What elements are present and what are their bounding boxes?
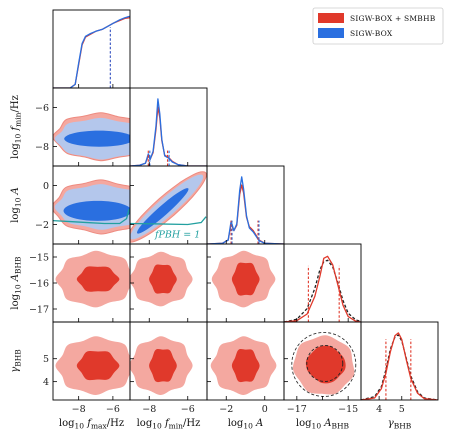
contour-red-inner-group <box>149 264 177 294</box>
marginal-gBHB-red-group <box>361 332 438 400</box>
contour-blue-inner <box>136 188 189 234</box>
y-axis-label-ABHB: log10 ABHB <box>10 256 23 310</box>
marginal-fmax-red <box>53 17 130 88</box>
contour-red-inner <box>231 349 260 383</box>
x-axis-label-fmax: log10 fmax/Hz <box>59 418 124 431</box>
marginal-fmax-blue <box>53 15 130 88</box>
contour-red-inner <box>149 349 177 383</box>
contour-red-inner-group <box>231 262 260 296</box>
x-tick-label: −15 <box>338 404 358 415</box>
panel-frame <box>283 243 362 323</box>
x-tick-label: −17 <box>287 404 307 415</box>
legend-swatch <box>318 13 344 23</box>
panel-frame <box>360 321 439 401</box>
marginal-ABHB-prior <box>284 259 361 322</box>
x-tick-label: −2 <box>219 404 233 415</box>
x-tick-label: 0 <box>262 404 268 415</box>
x-tick-label: −8 <box>72 404 86 415</box>
contour-red-inner <box>76 266 120 292</box>
contour-blue-inner-group <box>63 200 130 221</box>
marginal-fmin-blue-group <box>130 98 207 166</box>
contour-blue-inner <box>63 200 130 221</box>
x-axis-label-fmin: log10 fmin/Hz <box>137 418 201 431</box>
marginal-fmin-red <box>130 106 207 166</box>
y-tick-label: −2 <box>35 220 49 231</box>
x-axis-label-ABHB: log10 ABHB <box>296 418 350 431</box>
marginal-fmin-red-group <box>130 106 207 166</box>
marginal-A-red <box>207 184 284 244</box>
contour-red-inner-group <box>305 345 346 384</box>
x-axis-label-A: log10 A <box>228 418 264 431</box>
legend-swatch <box>318 28 344 38</box>
y-tick-label: −16 <box>29 279 49 290</box>
y-axis-label-A: log10 A <box>10 187 23 223</box>
x-tick-label: −6 <box>106 404 120 415</box>
prior-circle-outer <box>291 331 357 397</box>
contour-red-inner <box>305 345 346 384</box>
y-tick-label: −8 <box>35 142 49 153</box>
x-axis-label-gBHB: γBHB <box>388 418 412 431</box>
y-tick-label: −6 <box>35 103 49 114</box>
contour-red-inner-group <box>149 349 177 383</box>
marginal-ABHB-red <box>284 255 361 322</box>
marginal-gBHB-prior <box>361 334 438 400</box>
legend-label: SIGW-BOX + SMBHB <box>350 14 436 23</box>
marginal-fmin-blue <box>130 98 207 166</box>
pbh-annotation: fPBH = 1 <box>154 229 200 240</box>
y-tick-label: −15 <box>29 253 49 264</box>
pbh-line <box>129 216 207 226</box>
contour-blue-inner <box>64 130 130 147</box>
y-tick-label: 5 <box>43 354 49 365</box>
marginal-A-blue-group <box>207 176 284 244</box>
marginal-ABHB-prior-group <box>284 259 361 322</box>
marginal-gBHB-prior-group <box>361 334 438 400</box>
marginal-fmax-blue-group <box>53 15 130 88</box>
legend-box <box>312 7 444 45</box>
prior-circle-inner <box>306 344 344 382</box>
marginal-A-red-group <box>207 184 284 244</box>
x-tick-label: 5 <box>399 404 405 415</box>
y-axis-label-gBHB: γBHB <box>10 349 23 373</box>
y-tick-label: 0 <box>43 181 49 192</box>
contour-red-inner-group <box>76 266 120 292</box>
contour-red-inner-group <box>76 351 120 381</box>
x-tick-label: −8 <box>142 404 156 415</box>
marginal-ABHB-red-group <box>284 255 361 322</box>
x-tick-label: −6 <box>181 404 195 415</box>
contour-red-inner-group <box>231 349 260 383</box>
marginal-gBHB-red <box>361 332 438 400</box>
legend-label: SIGW-BOX <box>350 29 393 38</box>
y-axis-label-fmin: log10 fmin/Hz <box>10 95 23 159</box>
marginal-A-blue <box>207 176 284 244</box>
y-tick-label: 4 <box>43 377 49 388</box>
contour-red-inner <box>149 264 177 294</box>
legend: SIGW-BOX + SMBHB SIGW-BOX <box>312 7 444 45</box>
contour-blue-inner-group <box>64 130 130 147</box>
pbh-line <box>52 208 130 225</box>
x-tick-label: 4 <box>376 404 382 415</box>
contour-red-inner <box>76 351 120 381</box>
marginal-fmax-red-group <box>53 17 130 88</box>
panel-frame <box>129 87 208 167</box>
contour-blue-inner-group <box>136 188 189 234</box>
contour-red-inner <box>231 262 260 296</box>
y-tick-label: −17 <box>29 305 49 316</box>
